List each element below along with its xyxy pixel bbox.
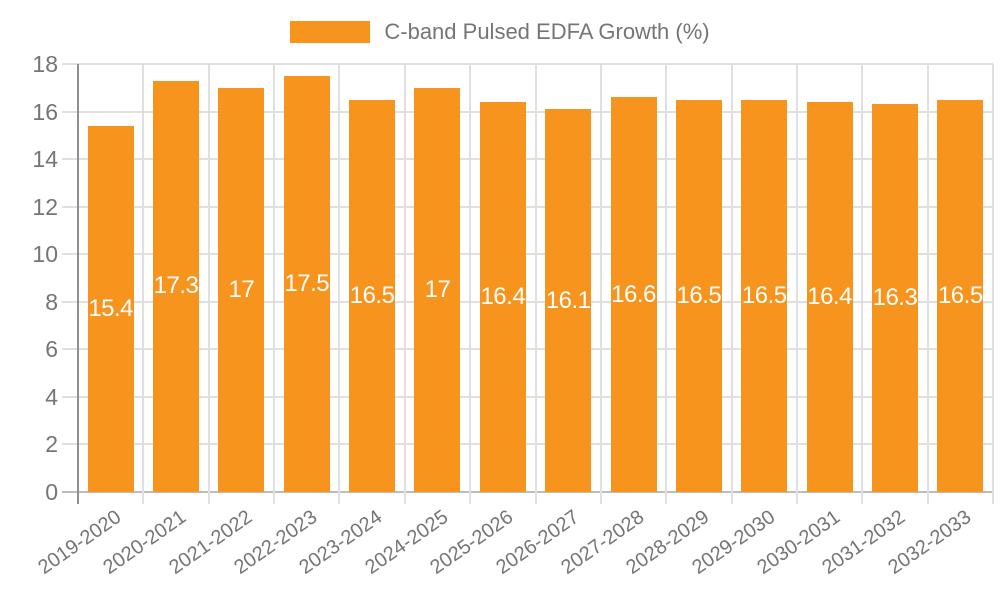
y-grid-line bbox=[62, 491, 993, 493]
y-tick-label: 10 bbox=[32, 241, 58, 268]
y-tick-label: 8 bbox=[45, 288, 58, 315]
bar[interactable] bbox=[283, 75, 330, 492]
x-grid-line bbox=[142, 64, 145, 504]
x-grid-line bbox=[207, 64, 210, 504]
x-grid-line bbox=[665, 64, 668, 504]
bar-value-label: 16.3 bbox=[872, 284, 918, 312]
bar[interactable] bbox=[741, 99, 788, 492]
y-grid-line bbox=[62, 110, 993, 113]
x-grid-line bbox=[861, 64, 864, 504]
bar-value-label: 16.4 bbox=[807, 283, 852, 311]
y-grid-line bbox=[62, 253, 993, 256]
x-grid-line bbox=[469, 64, 472, 504]
plot-area: 0 2 4 6 8 10 12 14 16 18 15.4 2019-2020 17.3 2020-202… bbox=[32, 51, 994, 579]
bar-value-label: 16.5 bbox=[937, 281, 983, 309]
bar[interactable] bbox=[806, 102, 853, 492]
bar[interactable] bbox=[218, 87, 265, 492]
bar-value-label: 16.1 bbox=[545, 286, 591, 314]
x-grid-line bbox=[926, 64, 929, 504]
y-tick-label: 16 bbox=[32, 98, 58, 125]
y-tick-label: 2 bbox=[45, 431, 58, 458]
y-grid-line bbox=[62, 348, 993, 351]
bar-value-label: 17.3 bbox=[153, 272, 199, 300]
y-tick-label: 18 bbox=[32, 51, 58, 77]
y-grid-line bbox=[62, 205, 993, 208]
x-grid-line bbox=[403, 64, 406, 504]
x-grid-line bbox=[273, 64, 276, 504]
x-grid-line bbox=[338, 64, 341, 504]
bar[interactable] bbox=[349, 99, 396, 492]
y-tick-label: 0 bbox=[45, 479, 58, 505]
bar[interactable] bbox=[479, 102, 526, 492]
y-tick-label: 12 bbox=[32, 193, 58, 220]
bar-value-label: 16.5 bbox=[349, 281, 395, 309]
legend-swatch[interactable] bbox=[290, 21, 371, 43]
y-grid-line bbox=[62, 158, 993, 161]
bar[interactable] bbox=[610, 97, 657, 492]
bar[interactable] bbox=[871, 104, 918, 492]
x-grid-line bbox=[795, 64, 798, 504]
y-grid-line bbox=[62, 63, 993, 65]
y-grid-line bbox=[62, 443, 993, 446]
y-tick-label: 14 bbox=[32, 146, 58, 173]
chart-legend[interactable]: C-band Pulsed EDFA Growth (%) bbox=[0, 19, 1000, 45]
bar-value-label: 17 bbox=[228, 275, 255, 303]
bar-value-label: 17.5 bbox=[284, 269, 330, 297]
bar[interactable] bbox=[414, 87, 461, 492]
y-tick-label: 6 bbox=[45, 336, 58, 363]
y-axis-line bbox=[77, 64, 79, 504]
x-grid-line bbox=[599, 64, 602, 504]
bar[interactable] bbox=[675, 99, 722, 492]
bar-value-label: 17 bbox=[424, 275, 451, 303]
x-grid-line bbox=[534, 64, 537, 504]
y-grid-line bbox=[62, 395, 993, 398]
bar[interactable] bbox=[87, 125, 134, 492]
bar-value-label: 16.5 bbox=[676, 281, 722, 309]
bar[interactable] bbox=[153, 80, 200, 492]
x-grid-line bbox=[992, 64, 994, 504]
bar-value-label: 16.5 bbox=[741, 281, 787, 309]
bar[interactable] bbox=[937, 99, 984, 492]
bar-value-label: 15.4 bbox=[88, 294, 134, 322]
bar-value-label: 16.4 bbox=[480, 283, 526, 311]
legend-label[interactable]: C-band Pulsed EDFA Growth (%) bbox=[384, 19, 710, 44]
bar[interactable] bbox=[545, 109, 592, 492]
bar-value-label: 16.6 bbox=[611, 280, 656, 308]
x-grid-line bbox=[730, 64, 733, 504]
y-grid-line bbox=[62, 300, 993, 303]
y-tick-label: 4 bbox=[45, 383, 58, 410]
